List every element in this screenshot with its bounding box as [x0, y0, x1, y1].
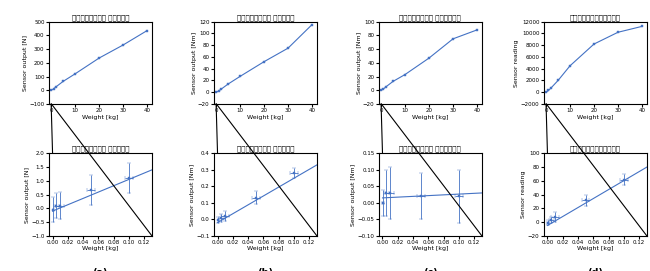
X-axis label: Weight [kg]: Weight [kg] — [82, 246, 118, 251]
Y-axis label: Sensor output [N]: Sensor output [N] — [23, 35, 28, 91]
Y-axis label: Sensor reading: Sensor reading — [521, 171, 527, 218]
Y-axis label: Sensor output [Nm]: Sensor output [Nm] — [356, 32, 361, 94]
Text: (d): (d) — [587, 268, 603, 271]
Title: 前腕触覚センサ出力の総和: 前腕触覚センサ出力の総和 — [569, 146, 621, 152]
X-axis label: Weight [kg]: Weight [kg] — [82, 115, 118, 120]
Y-axis label: Sensor output [Nm]: Sensor output [Nm] — [351, 163, 356, 226]
Title: カントルクセンサ 第のトルク: カントルクセンサ 第のトルク — [237, 146, 294, 152]
Y-axis label: Sensor reading: Sensor reading — [514, 39, 519, 87]
Y-axis label: Sensor output [Nm]: Sensor output [Nm] — [190, 163, 195, 226]
X-axis label: Weight [kg]: Weight [kg] — [577, 115, 614, 120]
X-axis label: Weight [kg]: Weight [kg] — [412, 115, 448, 120]
X-axis label: Weight [kg]: Weight [kg] — [247, 115, 283, 120]
X-axis label: Weight [kg]: Weight [kg] — [577, 246, 614, 251]
Text: (c): (c) — [423, 268, 437, 271]
Title: 電動トルク推定器 対間節トルク: 電動トルク推定器 対間節トルク — [399, 14, 461, 21]
Text: (b): (b) — [257, 268, 274, 271]
Title: 電動トルク推定器 対間節トルク: 電動トルク推定器 対間節トルク — [399, 146, 461, 152]
Y-axis label: Sensor output [N]: Sensor output [N] — [25, 167, 30, 222]
Title: カントルクセンサ 第のトルク: カントルクセンサ 第のトルク — [237, 14, 294, 21]
Y-axis label: Sensor output [Nm]: Sensor output [Nm] — [192, 32, 196, 94]
Title: カントルクセンサ 下方向の力: カントルクセンサ 下方向の力 — [72, 14, 129, 21]
Text: (a): (a) — [92, 268, 108, 271]
X-axis label: Weight [kg]: Weight [kg] — [412, 246, 448, 251]
Title: 前腕触覚センサ出力の総和: 前腕触覚センサ出力の総和 — [569, 14, 621, 21]
X-axis label: Weight [kg]: Weight [kg] — [247, 246, 283, 251]
Title: カントルクセンサ 下方向の力: カントルクセンサ 下方向の力 — [72, 146, 129, 152]
